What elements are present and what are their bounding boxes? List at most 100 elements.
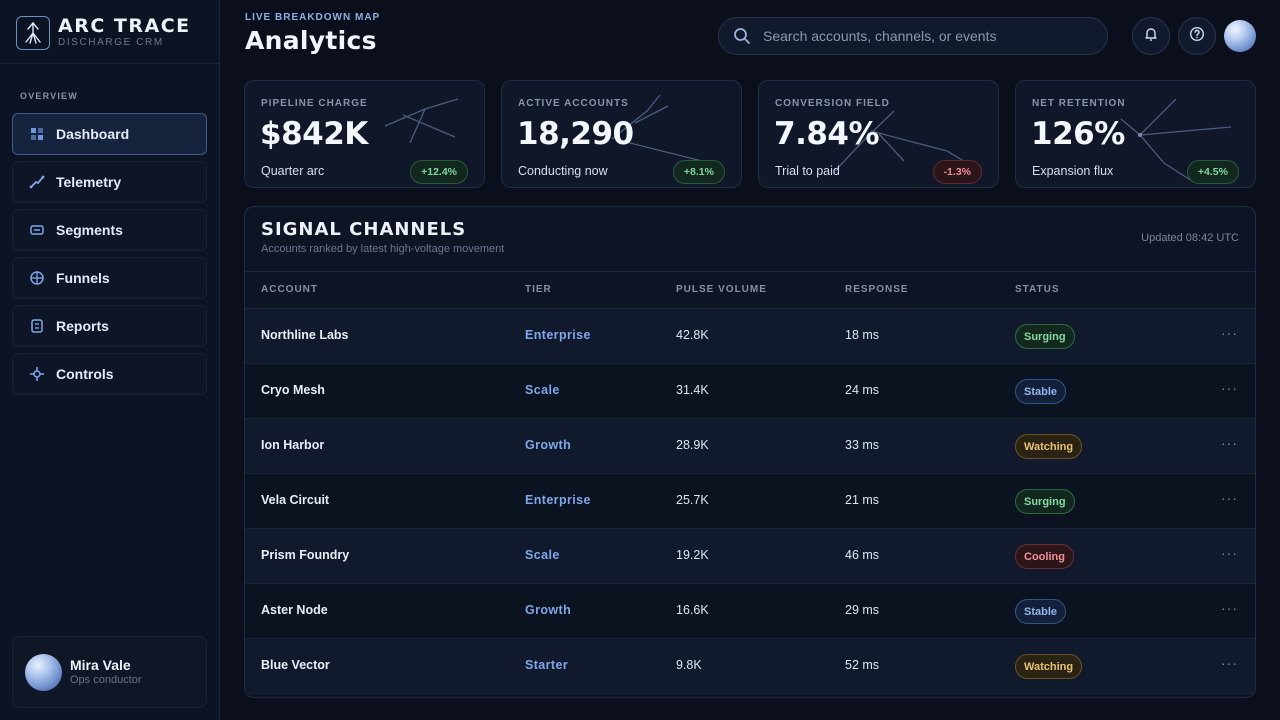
sidebar-item-label: Telemetry (56, 174, 122, 190)
page-eyebrow: LIVE BREAKDOWN MAP (245, 12, 381, 23)
table-row[interactable]: Prism Foundry Scale 19.2K 46 ms Cooling ··· (245, 529, 1255, 584)
globe-icon (29, 270, 45, 286)
kpi-label: ACTIVE ACCOUNTS (518, 98, 629, 109)
brand-name: ARC TRACE (58, 15, 191, 37)
table-row[interactable]: Blue Vector Starter 9.8K 52 ms Watching ··· (245, 639, 1255, 694)
pulse-volume: 25.7K (676, 493, 709, 507)
profile-avatar[interactable] (1224, 20, 1256, 52)
panel-subtitle: Accounts ranked by latest high-voltage m… (261, 243, 505, 255)
column-header-pulse-volume[interactable]: PULSE VOLUME (676, 284, 767, 295)
response-time: 33 ms (845, 438, 880, 452)
more-options-icon[interactable]: ··· (1221, 435, 1238, 451)
table-row[interactable]: Vela Circuit Enterprise 25.7K 21 ms Surging ·… (245, 474, 1255, 529)
status-badge: Surging (1015, 489, 1075, 514)
kpi-card-conversion[interactable]: CONVERSION FIELD 7.84% Trial to paid -1.… (758, 80, 999, 188)
table-row[interactable]: Aster Node Growth 16.6K 29 ms Stable ··· (245, 584, 1255, 639)
table-header: ACCOUNT TIER PULSE VOLUME RESPONSE STATU… (245, 271, 1255, 309)
sidebar-item-label: Reports (56, 318, 109, 334)
kpi-caption: Trial to paid (775, 164, 840, 178)
account-name[interactable]: Blue Vector (261, 658, 330, 672)
trend-line-icon (29, 174, 45, 190)
pulse-volume: 9.8K (676, 658, 702, 672)
user-card[interactable]: Mira Vale Ops conductor (12, 636, 207, 708)
help-button[interactable] (1178, 17, 1216, 55)
column-header-status[interactable]: STATUS (1015, 284, 1060, 295)
kpi-card-pipeline[interactable]: PIPELINE CHARGE $842K Quarter arc +12.4% (244, 80, 485, 188)
kpi-caption: Conducting now (518, 164, 608, 178)
account-name[interactable]: Vela Circuit (261, 493, 330, 507)
status-badge: Stable (1015, 379, 1067, 404)
sidebar-item-segments[interactable]: Segments (12, 209, 207, 251)
tier-label: Growth (525, 438, 572, 452)
more-options-icon[interactable]: ··· (1221, 325, 1238, 341)
kpi-delta-badge: -1.3% (932, 160, 982, 184)
sidebar-item-reports[interactable]: Reports (12, 305, 207, 347)
sparkline-decoration (1120, 98, 1232, 182)
user-role: Ops conductor (70, 674, 142, 686)
tier-label: Enterprise (525, 493, 591, 507)
kpi-label: NET RETENTION (1032, 98, 1126, 109)
kpi-delta-badge: +4.5% (1186, 160, 1239, 184)
tier-label: Enterprise (525, 328, 591, 342)
updated-timestamp: Updated 08:42 UTC (1141, 232, 1239, 244)
column-header-response[interactable]: RESPONSE (845, 284, 909, 295)
account-name[interactable]: Northline Labs (261, 328, 349, 342)
status-badge: Watching (1015, 654, 1083, 679)
help-icon (1189, 26, 1205, 47)
sparkline-decoration (611, 94, 703, 162)
spark-icon (29, 366, 45, 382)
sidebar-item-controls[interactable]: Controls (12, 353, 207, 395)
table-row[interactable]: Cryo Mesh Scale 31.4K 24 ms Stable ··· (245, 364, 1255, 419)
kpi-card-retention[interactable]: NET RETENTION 126% Expansion flux +4.5% (1015, 80, 1256, 188)
more-options-icon[interactable]: ··· (1221, 380, 1238, 396)
kpi-caption: Expansion flux (1032, 164, 1114, 178)
tier-label: Starter (525, 658, 569, 672)
more-options-icon[interactable]: ··· (1221, 490, 1238, 506)
response-time: 29 ms (845, 603, 880, 617)
sidebar-item-label: Controls (56, 366, 114, 382)
sidebar-item-label: Segments (56, 222, 123, 238)
panel-title: SIGNAL CHANNELS (261, 219, 467, 240)
grid-icon (29, 126, 45, 142)
search-input[interactable] (763, 28, 1083, 44)
signal-channels-panel: SIGNAL CHANNELS Accounts ranked by lates… (244, 206, 1256, 698)
more-options-icon[interactable]: ··· (1221, 545, 1238, 561)
kpi-card-accounts[interactable]: ACTIVE ACCOUNTS 18,290 Conducting now +8… (501, 80, 742, 188)
column-header-tier[interactable]: TIER (525, 284, 552, 295)
account-name[interactable]: Prism Foundry (261, 548, 350, 562)
user-name: Mira Vale (70, 657, 131, 673)
sidebar-item-telemetry[interactable]: Telemetry (12, 161, 207, 203)
sidebar-item-funnels[interactable]: Funnels (12, 257, 207, 299)
more-options-icon[interactable]: ··· (1221, 655, 1238, 671)
status-badge: Cooling (1015, 544, 1074, 569)
brand[interactable]: ARC TRACE DISCHARGE CRM (0, 0, 219, 64)
sidebar-item-dashboard[interactable]: Dashboard (12, 113, 207, 155)
sidebar-item-label: Funnels (56, 270, 110, 286)
bell-icon (1143, 26, 1159, 47)
response-time: 21 ms (845, 493, 880, 507)
response-time: 52 ms (845, 658, 880, 672)
more-options-icon[interactable]: ··· (1221, 600, 1238, 616)
search-bar[interactable] (718, 17, 1108, 55)
page-title: Analytics (245, 26, 377, 55)
response-time: 18 ms (845, 328, 880, 342)
kpi-caption: Quarter arc (261, 164, 325, 178)
table-row[interactable]: Northline Labs Enterprise 42.8K 18 ms Surgin… (245, 309, 1255, 364)
account-name[interactable]: Cryo Mesh (261, 383, 325, 397)
pulse-volume: 19.2K (676, 548, 709, 562)
notifications-button[interactable] (1132, 17, 1170, 55)
sparkline-decoration (384, 98, 459, 144)
account-name[interactable]: Ion Harbor (261, 438, 325, 452)
kpi-value: 18,290 (517, 116, 634, 152)
report-icon (29, 318, 45, 334)
column-header-account[interactable]: ACCOUNT (261, 284, 318, 295)
account-name[interactable]: Aster Node (261, 603, 328, 617)
search-icon (733, 27, 751, 45)
kpi-value: $842K (260, 116, 368, 152)
pulse-volume: 16.6K (676, 603, 709, 617)
status-badge: Surging (1015, 324, 1075, 349)
kpi-delta-badge: +8.1% (672, 160, 725, 184)
tier-label: Scale (525, 383, 560, 397)
table-row[interactable]: Ion Harbor Growth 28.9K 33 ms Watching ··· (245, 419, 1255, 474)
response-time: 46 ms (845, 548, 880, 562)
